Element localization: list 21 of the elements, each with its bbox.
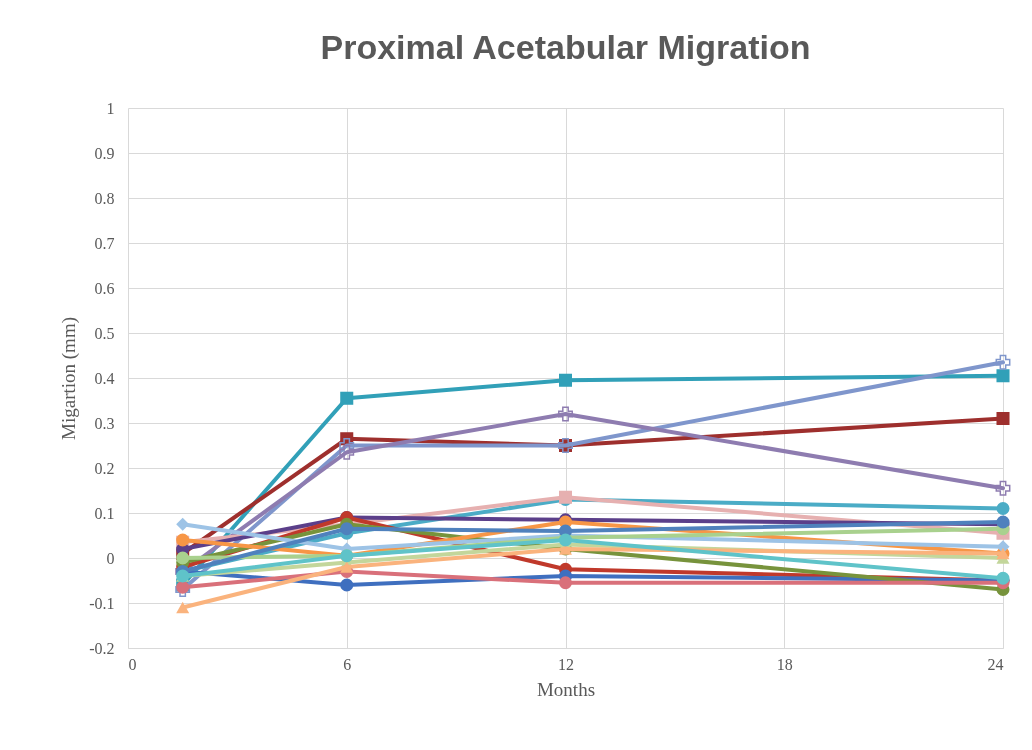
x-tick-label: 0 <box>128 655 137 673</box>
x-tick-label: 24 <box>987 655 1004 673</box>
y-tick-label: -0.2 <box>89 639 115 657</box>
y-tick-label: 0.9 <box>94 144 115 162</box>
x-tick-label: 18 <box>776 655 793 673</box>
x-axis-title: Months <box>536 678 596 700</box>
y-tick-label: 1 <box>106 99 115 117</box>
y-tick-label: 0.2 <box>94 459 115 477</box>
y-tick-label: 0.6 <box>94 279 115 297</box>
y-tick-label: 0.3 <box>94 414 115 432</box>
y-tick-label: 0.8 <box>94 189 115 207</box>
y-tick-label: 0.4 <box>94 369 115 387</box>
y-tick-label: 0 <box>106 549 115 567</box>
x-tick-label: 6 <box>343 655 352 673</box>
x-tick-label: 12 <box>558 655 574 673</box>
y-tick-label: 0.1 <box>94 504 115 522</box>
y-tick-label: -0.1 <box>89 594 115 612</box>
chart-title: Proximal Acetabular Migration <box>320 28 811 66</box>
y-tick-label: 0.5 <box>94 324 115 342</box>
y-tick-label: 0.7 <box>94 234 115 252</box>
y-axis-title: Migartion (mm) <box>58 317 81 440</box>
